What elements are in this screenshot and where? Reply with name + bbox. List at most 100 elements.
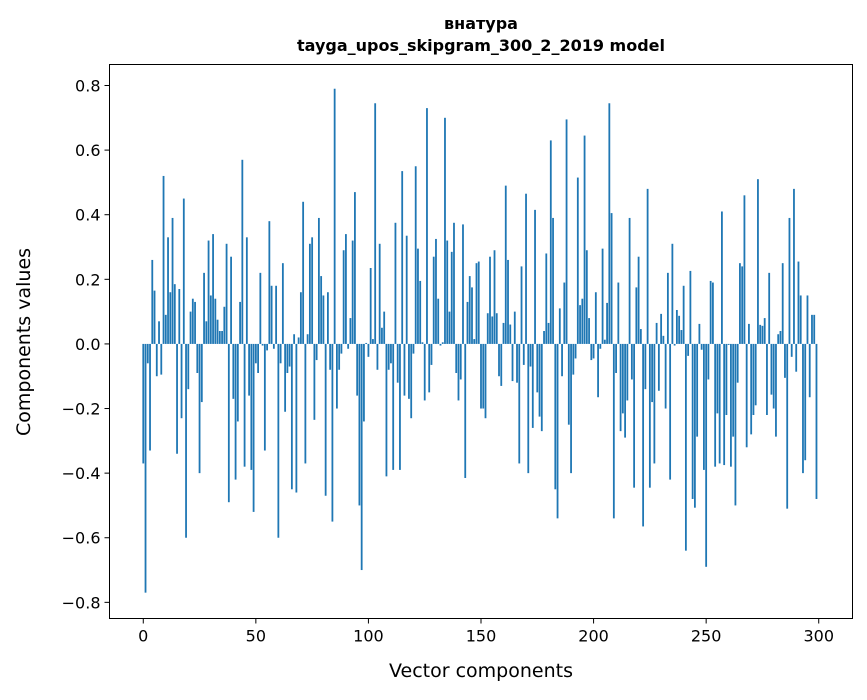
bar-component-221 — [639, 329, 642, 344]
bar-component-228 — [655, 322, 658, 344]
bar-component-186 — [561, 343, 563, 377]
bar-component-257 — [721, 211, 723, 344]
bar-component-255 — [716, 343, 719, 414]
bar-component-79 — [320, 276, 323, 344]
bar-component-81 — [324, 343, 327, 496]
bar-component-273 — [757, 179, 759, 344]
bar-component-29 — [207, 240, 210, 344]
bar-component-194 — [579, 305, 581, 344]
bar-component-220 — [637, 256, 640, 344]
bar-component-234 — [669, 343, 672, 480]
bar-component-247 — [698, 323, 701, 344]
bar-component-62 — [281, 263, 284, 344]
bar-component-55 — [266, 343, 269, 351]
bar-component-272 — [754, 343, 757, 406]
bar-component-53 — [261, 343, 264, 346]
bar-component-111 — [392, 343, 395, 470]
bar-component-295 — [806, 295, 809, 344]
bar-component-51 — [257, 343, 260, 373]
bar-component-164 — [511, 343, 514, 382]
bar-component-181 — [549, 140, 552, 344]
bar-component-46 — [245, 237, 248, 344]
y-tick-label: 0.0 — [75, 335, 100, 354]
bar-component-142 — [462, 224, 464, 344]
bar-component-156 — [493, 250, 496, 344]
x-tick-label: 0 — [138, 627, 148, 646]
bar-component-67 — [293, 334, 296, 344]
bar-component-271 — [752, 343, 755, 415]
bar-component-0 — [142, 343, 145, 464]
bar-component-139 — [455, 343, 458, 373]
bar-component-82 — [326, 292, 329, 344]
bar-component-149 — [477, 261, 480, 344]
bar-component-95 — [356, 343, 359, 396]
bar-component-1 — [144, 343, 147, 593]
bar-component-266 — [741, 266, 744, 344]
bar-component-298 — [813, 314, 816, 344]
bar-component-83 — [329, 343, 332, 370]
bar-component-160 — [502, 322, 505, 344]
bar-component-252 — [709, 280, 712, 344]
bar-component-286 — [786, 343, 789, 509]
bar-component-65 — [288, 343, 291, 367]
bar-component-96 — [358, 343, 361, 506]
bar-component-291 — [797, 261, 800, 344]
bar-component-280 — [772, 343, 775, 409]
bar-component-16 — [178, 289, 181, 344]
bar-component-187 — [563, 282, 566, 344]
axes-frame — [109, 64, 853, 619]
bar-component-193 — [576, 177, 579, 344]
bar-component-116 — [403, 343, 406, 396]
bar-component-150 — [480, 343, 482, 409]
bar-component-101 — [369, 268, 372, 344]
bar-component-2 — [146, 343, 149, 364]
bar-component-148 — [475, 263, 478, 344]
y-axis-label: Components values — [13, 248, 35, 436]
bar-component-145 — [468, 276, 471, 344]
bar-component-299 — [815, 343, 818, 499]
bar-component-262 — [732, 343, 735, 437]
bar-component-90 — [345, 234, 347, 344]
bar-component-207 — [608, 103, 611, 344]
bar-component-64 — [286, 343, 289, 373]
bar-component-100 — [367, 343, 370, 357]
y-axis-ticks: −0.8 −0.6 −0.4 −0.2 0.0 0.2 0.4 0.6 0.8 — [62, 76, 110, 612]
bar-component-206 — [606, 302, 608, 344]
bar-component-282 — [777, 334, 780, 344]
bar-component-45 — [243, 343, 246, 467]
bar-component-185 — [558, 308, 561, 344]
bar-component-33 — [216, 319, 219, 344]
bar-component-238 — [678, 315, 681, 344]
bar-component-292 — [799, 295, 802, 344]
bar-component-41 — [234, 343, 237, 480]
bar-component-36 — [223, 306, 226, 344]
bar-component-70 — [299, 292, 302, 344]
bar-component-256 — [718, 343, 721, 464]
bar-component-109 — [387, 343, 390, 370]
x-tick-label: 150 — [466, 627, 497, 646]
bar-component-11 — [167, 237, 169, 344]
bar-component-113 — [396, 343, 399, 383]
bar-component-183 — [554, 343, 557, 490]
bar-component-47 — [248, 343, 250, 396]
bar-component-89 — [342, 250, 345, 344]
bar-component-267 — [743, 195, 746, 344]
bar-component-216 — [628, 217, 631, 344]
bar-component-211 — [617, 282, 620, 344]
bar-component-26 — [200, 343, 203, 403]
bar-component-63 — [284, 343, 287, 412]
bar-component-137 — [450, 251, 453, 344]
bar-component-237 — [675, 310, 678, 344]
bar-component-68 — [295, 343, 298, 493]
bar-component-225 — [648, 343, 651, 488]
bar-component-49 — [252, 343, 255, 512]
bars-group — [142, 88, 818, 593]
x-tick-label: 100 — [353, 627, 384, 646]
bar-component-222 — [642, 343, 645, 527]
bar-component-172 — [529, 343, 532, 367]
bar-component-217 — [630, 343, 633, 380]
bar-component-171 — [527, 343, 530, 474]
bar-component-218 — [633, 343, 636, 488]
bar-component-175 — [536, 343, 539, 393]
bar-component-283 — [779, 331, 782, 344]
